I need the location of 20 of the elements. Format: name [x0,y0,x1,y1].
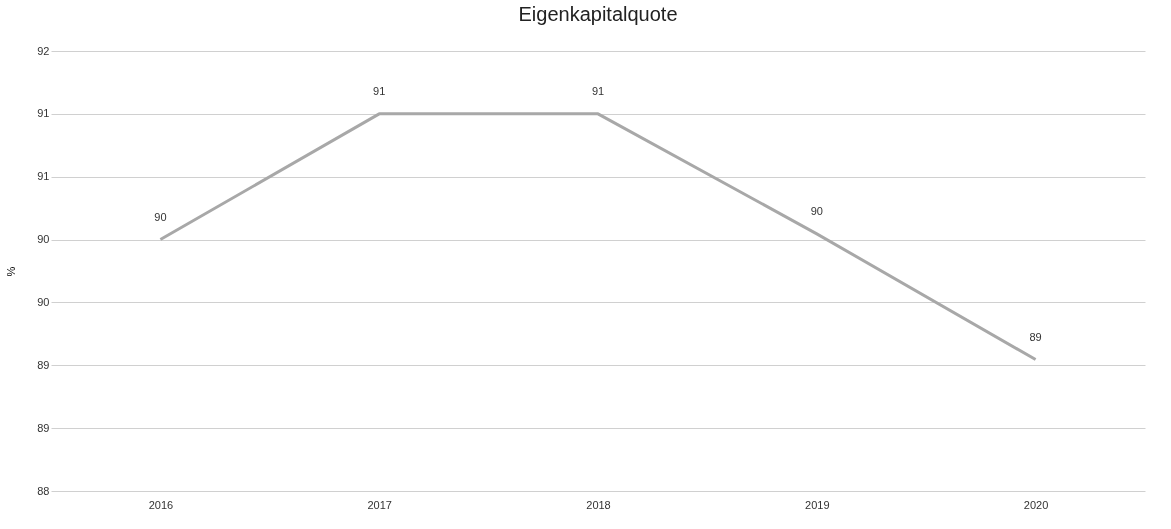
text: 90 [810,204,823,217]
text: 91 [373,84,386,97]
y-tick-label: 90 [37,233,50,246]
y-tick-label: 92 [37,44,50,57]
x-tick-label: 2019 [805,498,830,511]
x-tick-label: 2018 [586,498,611,511]
x-tick-label: 2020 [1023,498,1049,511]
y-tick-label: 89 [37,421,50,434]
y-tick-label: 91 [37,107,50,120]
y-tick-label: 88 [37,484,50,497]
y-tick-label: 89 [37,358,50,371]
x-tick-label: 2016 [148,498,174,511]
y-axis-title: % [5,266,18,277]
x-tick-label: 2017 [367,498,392,511]
text: 89 [1029,330,1042,343]
chart-title: Eigenkapitalquote [518,3,678,25]
y-tick-label: 91 [37,170,50,183]
y-tick-label: 90 [37,295,50,308]
text: 90 [154,210,167,223]
text: 91 [591,84,605,97]
